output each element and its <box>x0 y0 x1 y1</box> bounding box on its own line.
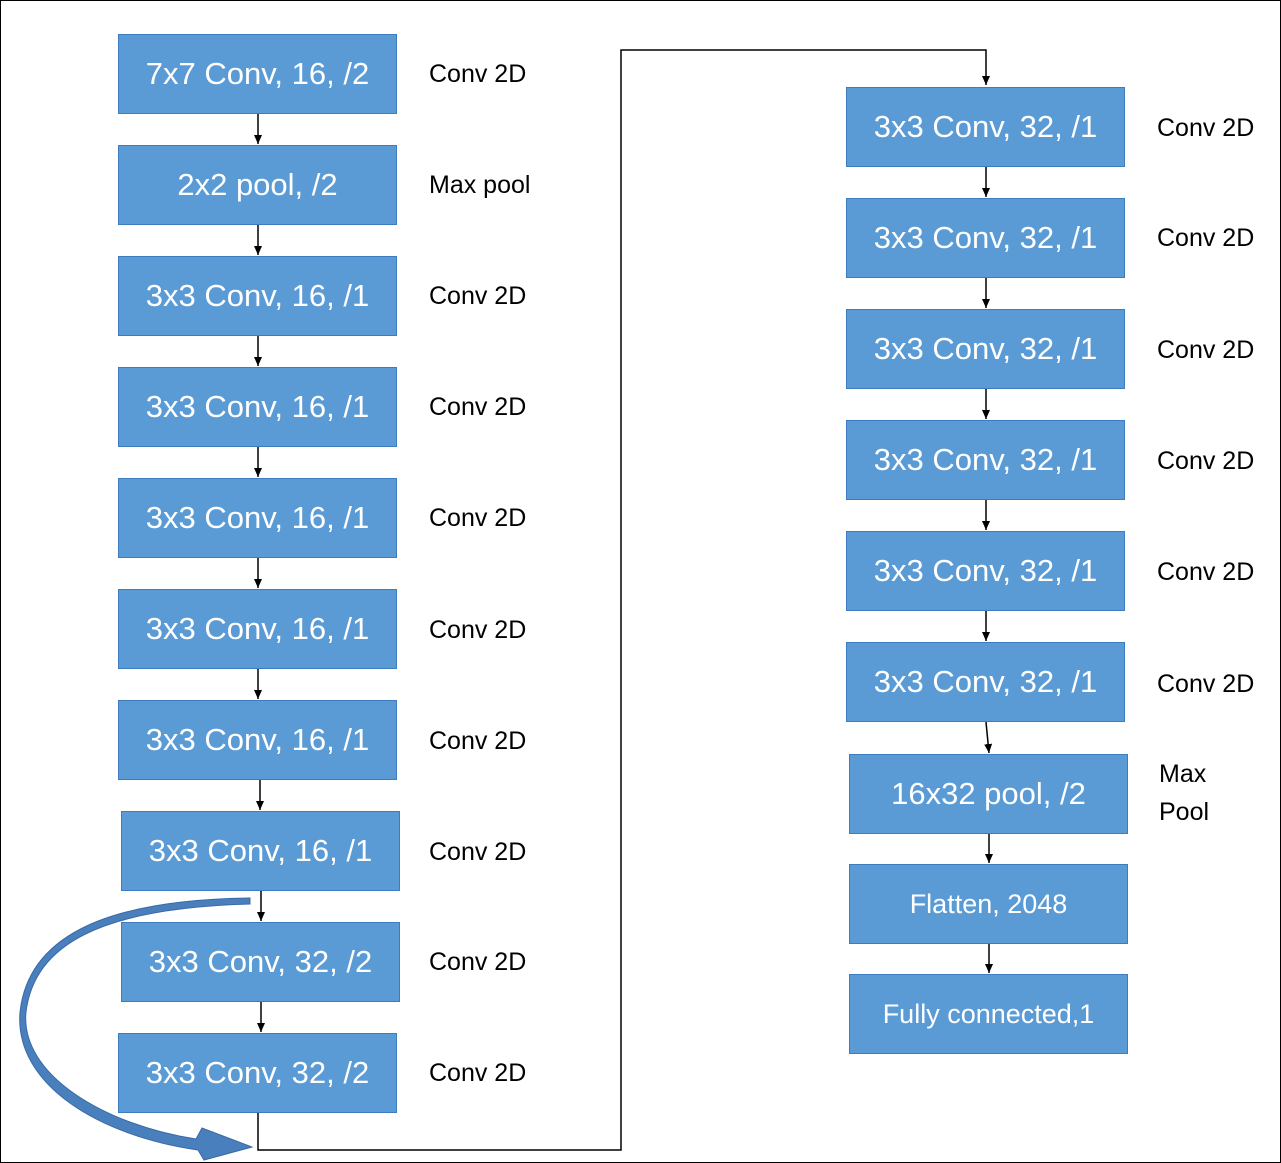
skip-connection-arrow <box>19 897 254 1161</box>
layer-op-label: Conv 2D <box>429 1059 527 1087</box>
layer-block: 3x3 Conv, 32, /1 <box>846 642 1125 722</box>
layer-block: 3x3 Conv, 32, /1 <box>846 420 1125 500</box>
layer-block: 3x3 Conv, 16, /1 <box>121 811 400 891</box>
layer-block: 3x3 Conv, 16, /1 <box>118 589 397 669</box>
layer-op-label: Conv 2D <box>1157 447 1255 475</box>
layer-block: 3x3 Conv, 32, /1 <box>846 87 1125 167</box>
layer-block: 3x3 Conv, 16, /1 <box>118 367 397 447</box>
layer-block: 3x3 Conv, 32, /1 <box>846 309 1125 389</box>
layer-block: 3x3 Conv, 32, /1 <box>846 531 1125 611</box>
layer-op-label: Conv 2D <box>429 393 527 421</box>
layer-block: 16x32 pool, /2 <box>849 754 1128 834</box>
layer-block: 3x3 Conv, 32, /1 <box>846 198 1125 278</box>
layer-block: Flatten, 2048 <box>849 864 1128 944</box>
connector-arrow <box>984 721 993 754</box>
layer-op-label: Conv 2D <box>429 727 527 755</box>
layer-block: 3x3 Conv, 32, /2 <box>121 922 400 1002</box>
layer-op-label: Conv 2D <box>1157 336 1255 364</box>
layer-op-label: Max pool <box>429 171 531 199</box>
layer-op-label-line1: Max <box>1159 760 1207 788</box>
layer-block: 3x3 Conv, 16, /1 <box>118 256 397 336</box>
layer-block: Fully connected,1 <box>849 974 1128 1054</box>
layer-op-label: Conv 2D <box>1157 224 1255 252</box>
layer-op-label: Conv 2D <box>429 948 527 976</box>
layer-op-label: Conv 2D <box>1157 670 1255 698</box>
layer-block: 3x3 Conv, 32, /2 <box>118 1033 397 1113</box>
layer-block: 7x7 Conv, 16, /2 <box>118 34 397 114</box>
layer-block: 2x2 pool, /2 <box>118 145 397 225</box>
layer-op-label: Conv 2D <box>1157 558 1255 586</box>
layer-op-label: Conv 2D <box>429 838 527 866</box>
layer-op-label: Conv 2D <box>429 616 527 644</box>
layer-op-label: Conv 2D <box>429 60 527 88</box>
layer-op-label: Conv 2D <box>429 504 527 532</box>
layer-block: 3x3 Conv, 16, /1 <box>118 700 397 780</box>
column-link-connector <box>257 49 990 1151</box>
layer-block: 3x3 Conv, 16, /1 <box>118 478 397 558</box>
layer-op-label-line2: Pool <box>1159 798 1210 826</box>
layer-op-label: Conv 2D <box>429 282 527 310</box>
layer-op-label: Conv 2D <box>1157 114 1255 142</box>
